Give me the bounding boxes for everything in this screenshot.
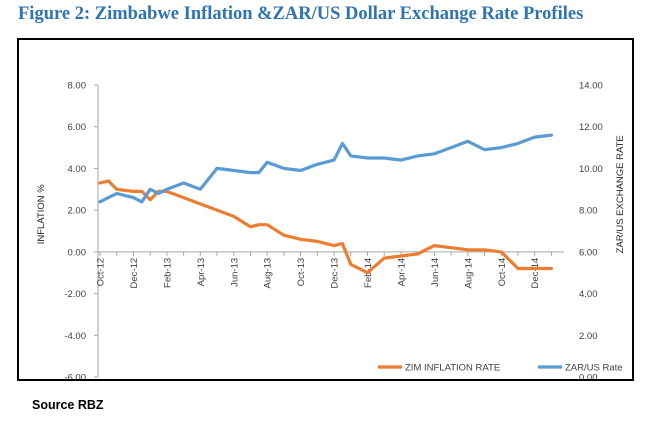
left-tick-label: -2.00 [64,289,86,300]
left-y-axis: 8.00 6.00 4.00 2.00 0.00 -2.00 -4.00 -6.00 INFLA… [36,81,99,380]
right-tick-label: 0.00 [579,373,598,380]
x-tick-label: Aug-13 [263,258,274,289]
legend-zim-inflation-label: ZIM INFLATION RATE [405,363,500,374]
legend-zar-us-rate-label: ZAR/US Rate [565,363,623,374]
right-y-axis: 14.00 12.00 10.00 8.00 6.00 4.00 2.00 0.00 ZAR/U… [579,81,626,380]
left-axis-title: INFLATION % [36,184,47,245]
left-tick-label: -6.00 [64,373,86,380]
series-layer [98,133,554,275]
right-tick-label: 6.00 [579,247,598,258]
left-tick-label: 0.00 [68,247,87,258]
right-tick-label: 2.00 [579,331,598,342]
right-tick-label: 10.00 [579,164,603,175]
source-note: Source RBZ [32,398,104,412]
zar-us-rate-line [98,133,554,204]
x-tick-label: Apr-14 [396,258,407,287]
left-tick-label: 6.00 [68,122,87,133]
right-tick-label: 14.00 [579,81,603,92]
left-tick-label: 2.00 [68,206,87,217]
x-axis: Oct-12 Dec-12 Feb-13 Apr-13 Jun-13 Aug-13 Oct-… [96,251,564,289]
chart-svg: 8.00 6.00 4.00 2.00 0.00 -2.00 -4.00 -6.00 INFLA… [36,81,626,380]
x-tick-label: Dec-12 [129,258,140,289]
x-tick-label: Dec-14 [530,258,541,289]
legend: ZIM INFLATION RATE ZAR/US Rate [378,363,623,374]
x-tick-label: Oct-13 [296,258,307,287]
left-tick-label: -4.00 [64,331,86,342]
right-tick-label: 8.00 [579,206,598,217]
x-tick-label: Dec-13 [330,258,341,289]
x-tick-label: Aug-14 [463,258,474,289]
x-tick-label: Jun-14 [430,258,441,287]
x-tick-label: Oct-14 [497,258,508,287]
x-tick-label: Oct-12 [96,258,107,287]
x-tick-label: Apr-13 [196,258,207,287]
x-tick-label: Feb-13 [162,258,173,288]
x-tick-label: Jun-13 [229,258,240,287]
right-tick-label: 12.00 [579,122,603,133]
left-tick-label: 8.00 [68,81,87,92]
right-axis-title: ZAR/US EXCHANGE RATE [615,135,626,253]
figure-title: Figure 2: Zimbabwe Inflation &ZAR/US Dol… [18,4,584,24]
right-tick-label: 4.00 [579,289,598,300]
chart-frame: 8.00 6.00 4.00 2.00 0.00 -2.00 -4.00 -6.00 INFLA… [17,38,634,381]
zim-inflation-line [98,179,554,275]
left-tick-label: 4.00 [68,164,87,175]
